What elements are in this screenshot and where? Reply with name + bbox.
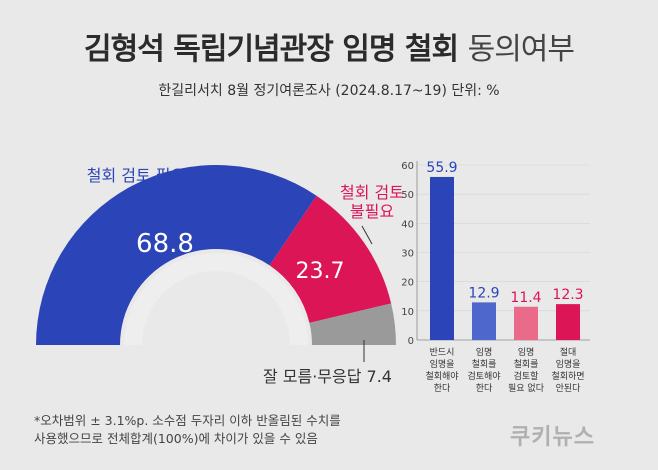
donut-leader-2	[361, 225, 373, 245]
title-light: 동의여부	[467, 32, 575, 67]
footnote-line-2: 사용했으므로 전체합계(100%)에 차이가 있을 수 있음	[34, 431, 318, 446]
donut-label-2: 철회 검토 불필요	[340, 183, 404, 221]
bar-value-1: 55.9	[426, 160, 457, 176]
brand-logo: 쿠키뉴스	[510, 425, 595, 450]
bar-category-2-line-4: 한다	[476, 383, 493, 394]
donut-slice-1	[36, 165, 317, 345]
y-tick-0: 0	[408, 336, 414, 347]
bar-category-3-line-1: 임명	[518, 346, 535, 358]
bar-category-4-line-3: 철회하면	[551, 371, 584, 382]
bar-category-1-line-2: 임명을	[430, 358, 455, 370]
y-tick-30: 30	[401, 249, 414, 260]
bar-3	[514, 306, 538, 340]
y-tick-50: 50	[401, 190, 414, 201]
donut-value-1: 68.8	[136, 229, 194, 259]
page-subtitle: 한길리서치 8월 정기여론조사 (2024.8.17~19) 단위: %	[158, 83, 500, 99]
bar-category-2-line-3: 검토해야	[467, 370, 500, 382]
bar-category-1-line-3: 철회해야	[425, 371, 458, 382]
bar-category-2-line-1: 임명	[476, 346, 493, 358]
bar-category-4-line-1: 절대	[560, 346, 577, 358]
bar-4	[556, 304, 580, 340]
footnote: *오차범위 ± 3.1%p. 소수점 두자리 이하 반올림된 수치를 사용했으므…	[34, 412, 341, 448]
y-tick-40: 40	[401, 219, 414, 230]
bar-category-3-line-3: 검토할	[514, 370, 539, 382]
bar-1	[430, 176, 454, 340]
donut-label-1: 철회 검토 필요	[87, 166, 186, 185]
bar-category-4-line-2: 임명을	[556, 358, 581, 370]
bar-value-3: 11.4	[510, 290, 541, 306]
donut-label-3: 잘 모름·무응답 7.4	[263, 367, 392, 386]
bar-category-1-line-4: 한다	[434, 383, 451, 394]
donut-slice-3	[309, 303, 396, 345]
bar-category-2-line-2: 철회를	[472, 359, 497, 370]
bar-value-2: 12.9	[468, 285, 499, 301]
bar-category-3-line-2: 철회를	[514, 359, 539, 370]
y-tick-60: 60	[401, 161, 414, 172]
bar-category-4-line-4: 안된다	[556, 382, 582, 394]
bar-category-1-line-1: 반드시	[430, 347, 455, 358]
footnote-line-1: *오차범위 ± 3.1%p. 소수점 두자리 이하 반올림된 수치를	[34, 413, 341, 428]
bar-2	[472, 302, 496, 340]
donut-value-2: 23.7	[296, 259, 345, 284]
title-main: 김형석 독립기념관장 임명 철회	[84, 32, 459, 67]
y-tick-10: 10	[401, 307, 414, 318]
bar-category-3-line-4: 필요 없다	[508, 382, 545, 394]
donut-inner-ring	[124, 253, 308, 345]
bar-value-4: 12.3	[552, 287, 583, 303]
donut-slice-2	[269, 195, 392, 323]
y-tick-20: 20	[401, 278, 414, 289]
page-title: 김형석 독립기념관장 임명 철회 동의여부	[0, 24, 658, 68]
